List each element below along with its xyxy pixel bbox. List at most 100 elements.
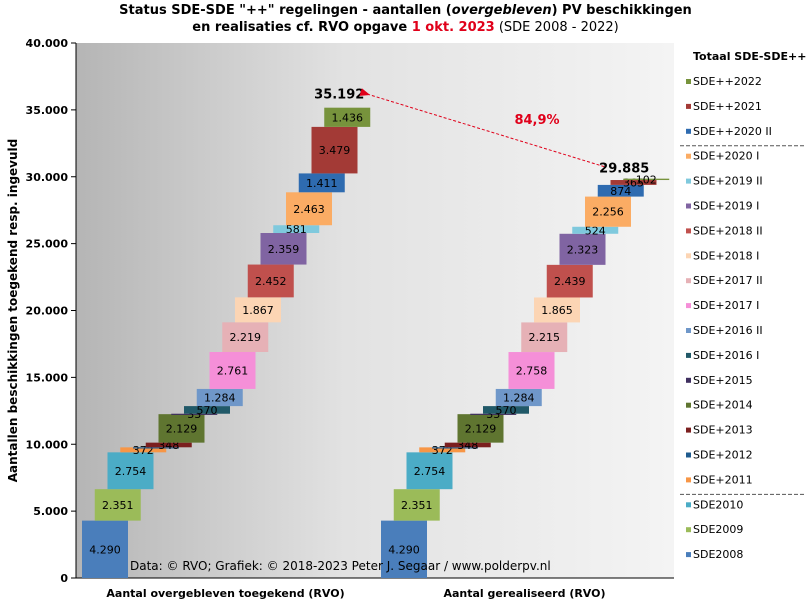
bar-label: 2.351: [401, 499, 433, 512]
bar-sde-2014-0: [158, 414, 205, 443]
title-line-1: Status SDE-SDE "++" regelingen - aantall…: [0, 2, 811, 19]
bar-sde-2019-ii-1: [572, 226, 619, 234]
title-line1-italic: overgebleven: [451, 3, 552, 18]
bar-label: 874: [610, 185, 631, 198]
legend-swatch: [686, 203, 691, 209]
bar-sde-2016-ii-1: [495, 388, 542, 407]
legend-item: SDE++2022: [693, 75, 762, 88]
legend-swatch: [686, 527, 691, 533]
bar-label: 570: [496, 404, 517, 417]
bar-sde2010-0: [107, 452, 154, 490]
bar-sde-2015-1: [470, 413, 517, 415]
bar-label: 1.865: [541, 304, 573, 317]
y-tick-label: 5.000: [33, 505, 68, 518]
legend-swatch: [686, 228, 691, 234]
legend-item: SDE+2016 I: [693, 349, 759, 362]
bar-label: 2.129: [166, 422, 198, 435]
legend-swatch: [686, 253, 691, 259]
legend-swatch: [686, 427, 691, 433]
y-tick-label: 35.000: [26, 104, 69, 117]
bar-sde2008-0: [82, 520, 128, 578]
bar-sde-2016-ii-0: [196, 388, 243, 407]
total-label-1: 29.885: [599, 162, 649, 177]
bar-sde-2018-i-0: [235, 297, 281, 323]
bar-sde-2012-1: [432, 447, 478, 449]
bar-label: 2.463: [293, 203, 325, 216]
bar-label: 4.290: [388, 543, 420, 556]
legend-swatch: [686, 153, 691, 159]
bar-label: 2.215: [529, 331, 561, 344]
bar-label: 1.436: [332, 111, 364, 124]
bar-sde-2013-0: [145, 442, 192, 448]
legend-item: SDE2010: [693, 498, 743, 511]
legend-item: SDE+2019 II: [693, 175, 763, 188]
title-line2-prefix: en realisaties cf. RVO opgave: [192, 20, 412, 35]
bar-label: 3.479: [319, 144, 351, 157]
bar-label: 1.411: [306, 177, 338, 190]
bar-sde2010-1: [406, 452, 453, 490]
legend-swatch: [686, 477, 691, 483]
bar-label: 570: [197, 404, 218, 417]
legend-swatch: [686, 452, 691, 458]
bar-sde-2018-i-1: [534, 297, 580, 323]
bar-sde-2016-i-0: [184, 406, 230, 414]
title-line2-suffix: (SDE 2008 - 2022): [494, 20, 619, 35]
bar-label: 2.256: [592, 206, 624, 219]
bar-sde-2022-1: [623, 178, 670, 181]
bar-sde-2020-i-0: [286, 192, 332, 226]
bar-label: 2.129: [465, 422, 497, 435]
bar-sde-2018-ii-1: [546, 264, 593, 298]
bar-sde-2017-ii-0: [222, 322, 269, 353]
bar-label: 1.284: [204, 392, 236, 405]
bar-label: 2.351: [102, 499, 134, 512]
legend-swatch: [686, 278, 691, 284]
legend-item: SDE+2020 I: [693, 150, 759, 163]
y-tick-label: 25.000: [26, 238, 69, 251]
legend-swatch: [686, 352, 691, 358]
legend-swatch: [686, 502, 691, 508]
legend-item: SDE+2011: [693, 473, 753, 486]
credit-text: Data: © RVO; Grafiek: © 2018-2023 Peter …: [130, 559, 551, 573]
title-line1-prefix: Status SDE-SDE "++" regelingen - aantall…: [119, 3, 452, 18]
legend-item: SDE2008: [693, 548, 743, 561]
bar-label: 1.284: [503, 392, 535, 405]
plot-area: [76, 43, 674, 578]
legend-item: SDE+2012: [693, 449, 753, 462]
title-line1-suffix: ) PV beschikkingen: [551, 3, 692, 18]
bar-sde-2019-i-1: [559, 233, 606, 265]
bar-sde-2011-0: [120, 447, 167, 453]
bar-sde-2022-0: [324, 107, 371, 127]
bar-label: 2.754: [115, 465, 147, 478]
category-label: Aantal gerealiseerd (RVO): [443, 587, 605, 600]
legend-item: SDE+2014: [693, 399, 753, 412]
bar-sde-2014-1: [457, 414, 504, 443]
y-tick-label: 20.000: [26, 305, 69, 318]
y-tick-label: 40.000: [26, 37, 69, 50]
legend-item: SDE++2021: [693, 100, 762, 113]
bar-label: 2.761: [217, 364, 249, 377]
legend-item: SDE+2016 II: [693, 324, 763, 337]
bar-label: 2.439: [554, 275, 586, 288]
legend-swatch: [686, 178, 691, 184]
bar-label: 102: [636, 173, 657, 186]
bar-sde-2020-ii-0: [298, 173, 345, 193]
total-label-0: 35.192: [314, 88, 364, 103]
legend-item: SDE+2013: [693, 424, 753, 437]
bar-sde2009-1: [393, 489, 440, 521]
y-axis-label: Aantallen beschikkingen toegekend resp. …: [6, 139, 20, 483]
chart-title: Status SDE-SDE "++" regelingen - aantall…: [0, 2, 811, 36]
legend-swatch: [686, 552, 691, 558]
legend-item: SDE+2015: [693, 374, 753, 387]
annotation-arrow: [359, 88, 605, 168]
title-line-2: en realisaties cf. RVO opgave 1 okt. 202…: [0, 19, 811, 36]
legend-swatch: [686, 303, 691, 309]
legend-item: SDE+2017 II: [693, 274, 763, 287]
legend-title: Totaal SDE-SDE++: [693, 50, 806, 63]
bar-sde-2020-i-1: [585, 196, 631, 227]
title-line2-date: 1 okt. 2023: [411, 20, 495, 35]
bar-sde-2020-ii-1: [597, 184, 644, 197]
legend-swatch: [686, 103, 691, 109]
bar-sde-2019-ii-0: [273, 225, 320, 234]
bar-sde-2016-i-1: [483, 406, 529, 414]
bar-label: 2.754: [414, 465, 446, 478]
